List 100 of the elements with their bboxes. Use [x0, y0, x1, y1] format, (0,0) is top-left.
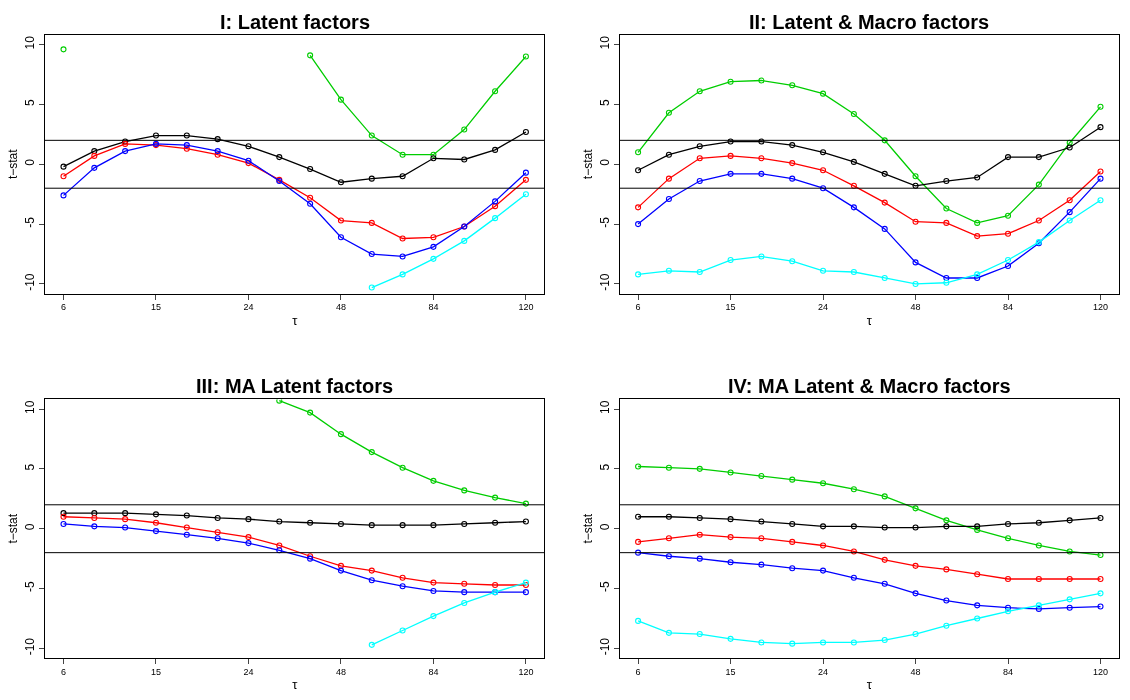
- point: [789, 565, 796, 572]
- point: [943, 274, 950, 282]
- point: [399, 464, 406, 471]
- point: [307, 52, 314, 59]
- point: [727, 516, 734, 523]
- point: [1066, 575, 1073, 583]
- x-tick-label: 15: [725, 666, 736, 677]
- point: [492, 203, 499, 210]
- point: [1004, 608, 1012, 615]
- point: [522, 169, 529, 176]
- point: [758, 155, 765, 162]
- point: [850, 182, 857, 189]
- point: [758, 639, 765, 646]
- point: [1066, 548, 1073, 555]
- point: [368, 284, 375, 291]
- point: [881, 274, 888, 282]
- point: [696, 555, 703, 562]
- point: [183, 524, 190, 531]
- point: [430, 477, 437, 484]
- point: [881, 580, 888, 587]
- point: [522, 176, 529, 183]
- point: [789, 82, 796, 89]
- point: [850, 639, 857, 646]
- point: [912, 631, 919, 638]
- point: [943, 622, 950, 629]
- point: [91, 510, 98, 517]
- y-tick-label: -10: [23, 637, 38, 656]
- y-tick-label: 5: [23, 463, 38, 471]
- point: [1035, 217, 1042, 224]
- y-tick-label: 0: [597, 523, 612, 531]
- point: [91, 152, 98, 159]
- point: [1004, 256, 1012, 264]
- point: [337, 562, 344, 569]
- point: [307, 194, 314, 201]
- point: [912, 562, 919, 569]
- line-series: [276, 399, 529, 507]
- point: [430, 243, 437, 250]
- chart-title: IV: MA Latent & Macro factors: [728, 375, 1011, 397]
- point: [461, 126, 468, 133]
- y-tick-label: 10: [597, 400, 612, 414]
- point: [276, 154, 283, 161]
- point: [789, 520, 796, 527]
- x-tick-label: 24: [818, 302, 829, 313]
- point: [943, 219, 950, 226]
- point: [214, 514, 221, 521]
- point: [1066, 596, 1073, 603]
- point: [214, 529, 221, 536]
- point: [820, 542, 827, 549]
- point: [430, 587, 437, 595]
- point: [1004, 154, 1012, 161]
- point: [337, 520, 344, 527]
- x-tick-label: 84: [428, 666, 439, 677]
- point: [1035, 575, 1042, 583]
- x-axis-title: τ: [292, 312, 299, 328]
- point: [758, 170, 765, 177]
- y-tick-label: -5: [23, 581, 38, 593]
- point: [399, 271, 406, 278]
- point: [368, 567, 375, 574]
- point: [522, 518, 529, 525]
- x-tick-label: 120: [1092, 302, 1109, 313]
- y-tick-label: 0: [23, 158, 38, 166]
- point: [758, 473, 765, 480]
- point: [727, 534, 734, 541]
- point: [1004, 262, 1012, 270]
- point: [399, 235, 406, 242]
- point: [665, 513, 672, 520]
- x-tick-label: 120: [1092, 666, 1109, 677]
- point: [758, 535, 765, 542]
- point: [1097, 514, 1104, 521]
- point: [943, 517, 950, 524]
- point: [183, 132, 190, 139]
- line-series: [635, 590, 1104, 647]
- point: [820, 523, 827, 530]
- x-tick-label: 6: [635, 666, 641, 677]
- point: [214, 535, 221, 542]
- point: [635, 271, 642, 278]
- x-tick-label: 48: [910, 302, 921, 313]
- point: [122, 148, 129, 155]
- point: [820, 185, 827, 192]
- line-series: [635, 77, 1104, 226]
- point: [789, 160, 796, 167]
- point: [665, 553, 672, 560]
- point: [276, 542, 283, 549]
- point: [727, 78, 734, 85]
- point: [635, 204, 642, 211]
- point: [368, 522, 375, 529]
- point: [820, 149, 827, 156]
- point: [214, 136, 221, 143]
- x-tick-label: 48: [335, 666, 346, 677]
- point: [60, 520, 67, 527]
- point: [943, 566, 950, 573]
- point: [665, 267, 672, 274]
- point: [912, 173, 919, 180]
- point: [943, 597, 950, 604]
- point: [368, 132, 375, 139]
- point: [1097, 197, 1104, 204]
- y-tick-label: -10: [597, 637, 612, 656]
- point: [789, 640, 796, 647]
- point: [635, 538, 642, 545]
- point: [461, 520, 468, 527]
